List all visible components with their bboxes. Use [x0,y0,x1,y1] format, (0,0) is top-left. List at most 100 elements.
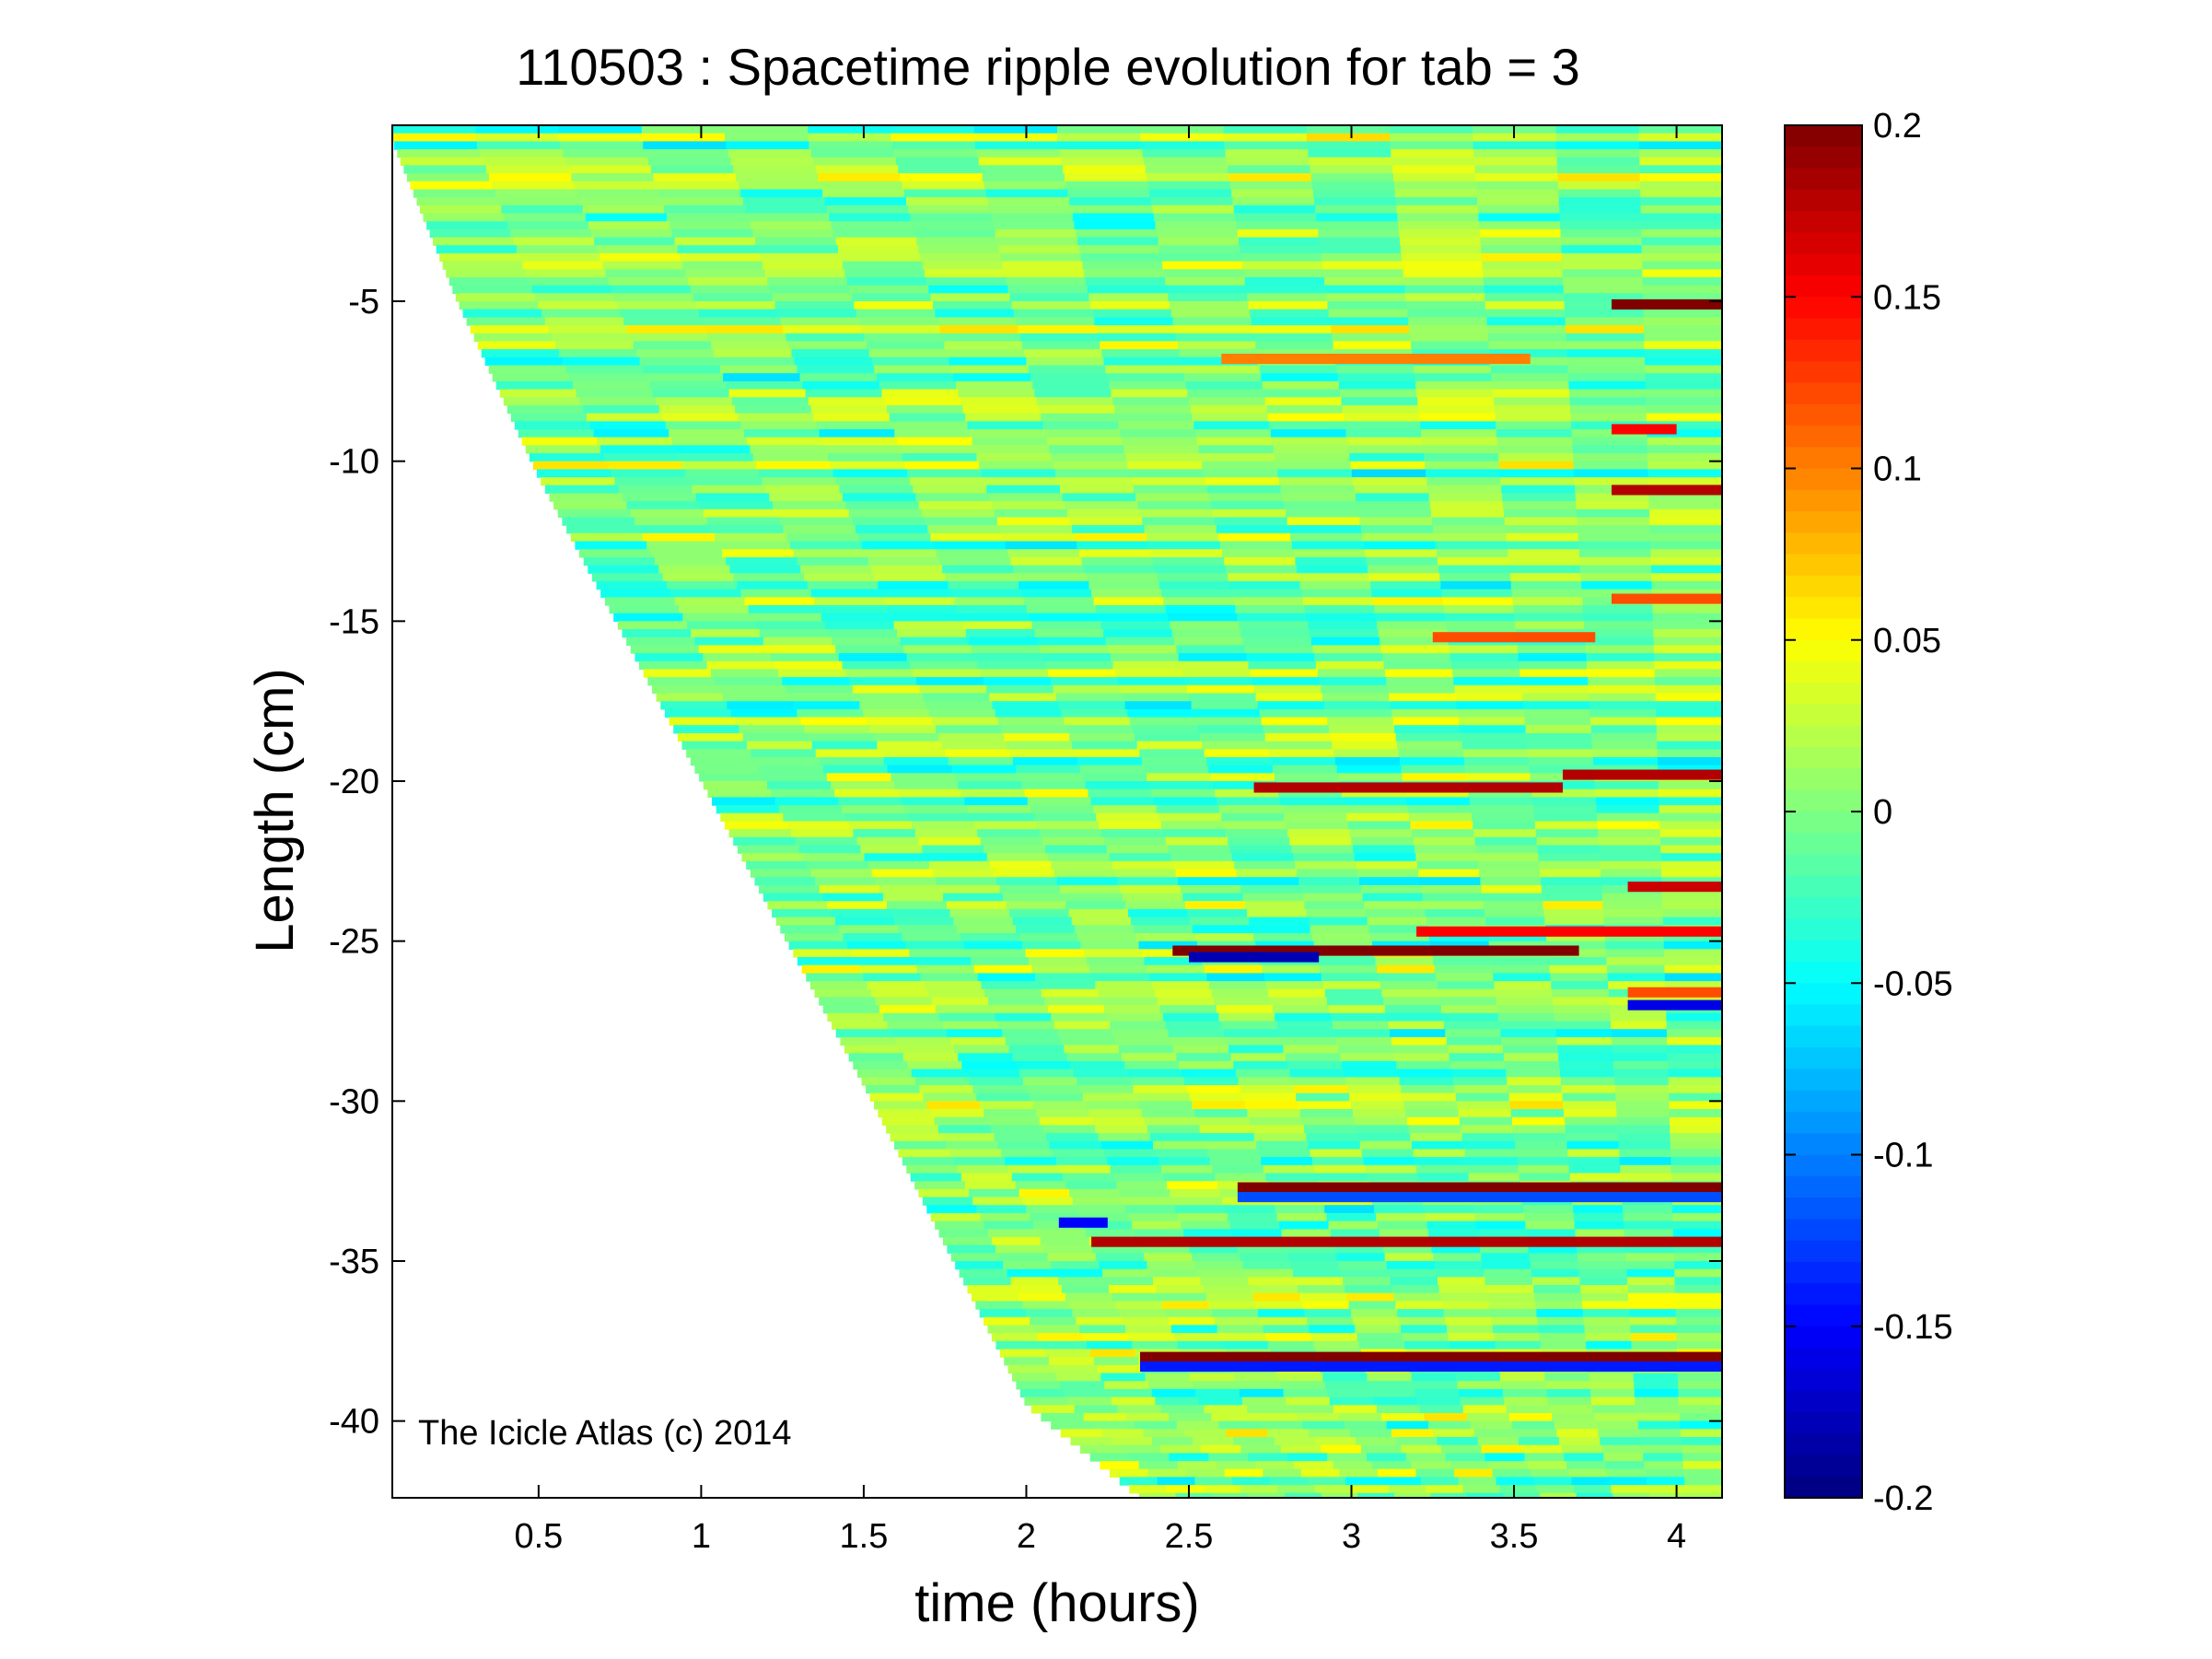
heatmap-cell [1410,333,1489,343]
heatmap-cell [541,477,616,486]
heatmap-cell [1664,957,1722,966]
heatmap-cell [538,301,618,310]
heatmap-cell [1331,325,1410,334]
heatmap-cell [1641,252,1722,263]
heatmap-cell [821,613,891,622]
colorbar-swatch [1785,789,1862,812]
heatmap-cell [1623,1212,1674,1222]
heatmap-cell [1011,1173,1064,1182]
heatmap-cell [1456,701,1524,710]
heatmap-cell [1514,613,1585,622]
heatmap-cell [1461,732,1528,742]
heatmap-cell [1399,1077,1454,1086]
heatmap-cell [1672,1212,1722,1222]
heatmap-cell [1640,1437,1682,1446]
heatmap-cell [1049,1140,1102,1150]
heatmap-cell [748,605,819,614]
heatmap-cell [552,333,631,343]
heatmap-cell [1110,1164,1162,1174]
colorbar [1785,125,1862,1499]
heatmap-cell [1669,1092,1722,1102]
heatmap-cell [1522,693,1590,702]
heatmap-cell [730,157,815,166]
colorbar-swatch [1785,511,1862,533]
heatmap-cell [1199,732,1266,742]
heatmap-cell [420,204,503,215]
heatmap-cell [1321,261,1403,270]
heatmap-cell [1043,1244,1093,1254]
heatmap-cell [1112,397,1190,406]
heatmap-cell [1667,1053,1722,1062]
heatmap-cell [993,221,1076,230]
heatmap-cell [890,1133,943,1142]
heatmap-cell [797,365,875,374]
heatmap-cell [1360,525,1434,534]
heatmap-cell [694,765,760,774]
heatmap-cell [935,1005,993,1014]
heatmap-cell [1351,469,1426,478]
heatmap-cell [864,333,943,343]
heatmap-cell [1070,1060,1125,1070]
colorbar-swatch [1785,339,1862,362]
heatmap-cell [1547,940,1607,950]
heatmap-cell [1468,789,1533,798]
heatmap-cell [976,453,1053,462]
heatmap-cell [916,237,998,246]
heatmap-cell [1174,637,1244,646]
heatmap-cell [679,605,750,614]
heatmap-cell [1568,1157,1621,1166]
heatmap-cell [1605,949,1665,958]
colorbar-swatch [1785,683,1862,706]
heatmap-cell [989,693,1057,702]
heatmap-cell [1240,1085,1295,1094]
heatmap-cell [1574,469,1649,478]
heatmap-cell [1310,1149,1363,1158]
heatmap-cell [410,181,494,191]
heatmap-cell [1161,1164,1214,1174]
heatmap-cell [1308,917,1368,926]
heatmap-cell [1462,1405,1508,1414]
heatmap-cell [1304,1125,1357,1134]
colorbar-swatch [1785,1390,1862,1413]
heatmap-cell [1226,565,1298,574]
heatmap-cell [1218,805,1283,814]
colorbar-tick-label: 0.1 [1873,450,1922,489]
heatmap-cell [1036,821,1100,830]
heatmap-cell [864,853,926,862]
heatmap-cell [1470,805,1534,814]
heatmap-cell [1202,741,1268,750]
heatmap-cell [1023,597,1095,606]
heatmap-cell [1205,1292,1254,1302]
heatmap-cell [638,525,712,534]
heatmap-cell [1211,988,1270,999]
heatmap-cell [1095,1125,1148,1134]
heatmap-cell [1306,125,1391,134]
heatmap-cell [1588,677,1656,686]
heatmap-cell [1645,1468,1685,1478]
heatmap-cell [1255,1461,1296,1470]
heatmap-cell [1511,589,1583,598]
colorbar-swatch [1785,1090,1862,1113]
heatmap-cell [967,805,1031,814]
heatmap-cell [1419,413,1496,422]
heatmap-cell [1016,1381,1062,1390]
heatmap-cell [1169,1453,1210,1462]
heatmap-cell [883,757,949,766]
heatmap-cell [854,301,934,310]
heatmap-cell [1656,701,1722,710]
heatmap-cell [1218,1420,1262,1430]
x-tick-label: 2.5 [1165,1517,1214,1556]
heatmap-cell [1486,317,1566,326]
heatmap-cell [1006,901,1067,910]
heatmap-cell [1071,917,1132,926]
heatmap-cell [1310,173,1394,182]
heatmap-cell [711,341,790,350]
heatmap-cell [767,277,848,286]
heatmap-cell [886,1125,939,1134]
heatmap-cell [1114,404,1192,415]
heatmap-cell [1310,165,1393,174]
heatmap-cell [1155,988,1213,999]
heatmap-cell [1151,789,1216,798]
heatmap-cell [558,133,643,142]
heatmap-cell [1214,517,1288,526]
